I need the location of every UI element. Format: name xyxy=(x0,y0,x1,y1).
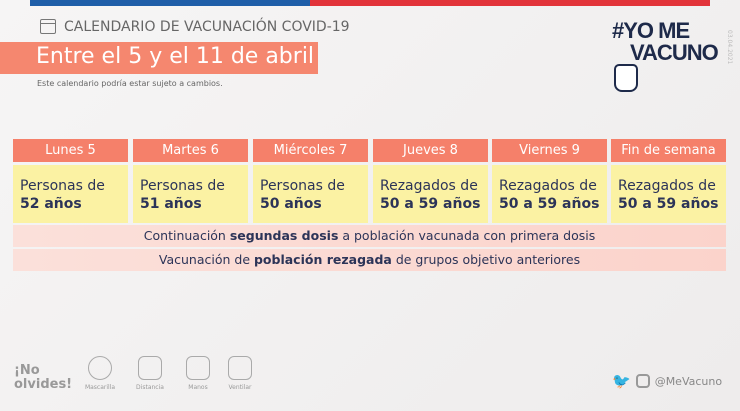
day-header: Jueves 8 xyxy=(373,139,488,162)
day-cell: Rezagados de 50 a 59 años xyxy=(492,165,607,223)
day-cell: Personas de 51 años xyxy=(133,165,248,223)
reminder-distance: Distancia xyxy=(130,356,170,391)
reminder-label: Distancia xyxy=(136,384,164,391)
cell-line: Personas de xyxy=(140,178,225,194)
yo-me-vacuno-logo: #YO ME VACUNO xyxy=(612,20,719,92)
reminder-hands: Manos xyxy=(178,356,218,391)
mask-icon xyxy=(88,356,112,380)
reminder-ventilate: Ventilar xyxy=(220,356,260,391)
date-stamp: 03.04.2021 xyxy=(726,30,733,65)
reminder-mask: Mascarilla xyxy=(80,356,120,391)
hands-icon xyxy=(186,356,210,380)
cell-line: Rezagados de xyxy=(380,178,478,194)
day-header: Viernes 9 xyxy=(492,139,607,162)
cell-age: 51 años xyxy=(140,196,202,212)
row-text: Vacunación de xyxy=(158,252,254,267)
twitter-icon[interactable]: 🐦 xyxy=(612,372,631,390)
day-header: Lunes 5 xyxy=(13,139,128,162)
social-handles: 🐦 @MeVacuno xyxy=(612,372,722,390)
cell-line: Rezagados de xyxy=(618,178,716,194)
cell-line: Rezagados de xyxy=(499,178,597,194)
reminder-label: Manos xyxy=(188,384,208,391)
window-icon xyxy=(228,356,252,380)
cell-age: 50 a 59 años xyxy=(380,196,481,212)
page-title: CALENDARIO DE VACUNACIÓN COVID-19 xyxy=(64,19,350,35)
reminder-line: ¡No xyxy=(14,363,40,378)
day-cell: Personas de 50 años xyxy=(253,165,368,223)
cell-age: 52 años xyxy=(20,196,82,212)
row-text: de grupos objetivo anteriores xyxy=(391,252,581,267)
day-header: Martes 6 xyxy=(133,139,248,162)
row-text: a población vacunada con primera dosis xyxy=(338,228,596,243)
hand-icon xyxy=(614,64,638,92)
instagram-icon[interactable] xyxy=(635,374,650,388)
cell-age: 50 años xyxy=(260,196,322,212)
day-cell: Personas de 52 años xyxy=(13,165,128,223)
date-range-banner: Entre el 5 y el 11 de abril xyxy=(0,42,318,74)
distance-icon xyxy=(138,356,162,380)
reminder-heading: ¡No olvides! xyxy=(14,364,72,392)
top-bar-red xyxy=(310,0,710,6)
cell-line: Personas de xyxy=(20,178,105,194)
reminder-line: olvides! xyxy=(14,377,73,392)
disclaimer: Este calendario podría estar sujeto a ca… xyxy=(37,79,223,88)
day-cell: Rezagados de 50 a 59 años xyxy=(373,165,488,223)
second-dose-row: Continuación segundas dosis a población … xyxy=(13,225,726,247)
top-bar-blue xyxy=(30,0,310,6)
date-range: Entre el 5 y el 11 de abril xyxy=(36,44,315,69)
day-header: Fin de semana xyxy=(611,139,726,162)
day-header: Miércoles 7 xyxy=(253,139,368,162)
row-text: Continuación xyxy=(143,228,230,243)
row-bold: segundas dosis xyxy=(229,228,339,243)
row-bold: población rezagada xyxy=(253,252,392,267)
reminder-label: Ventilar xyxy=(228,384,252,391)
social-handle[interactable]: @MeVacuno xyxy=(654,374,723,388)
cell-line: Personas de xyxy=(260,178,345,194)
lagging-population-row: Vacunación de población rezagada de grup… xyxy=(13,249,726,271)
cell-age: 50 a 59 años xyxy=(618,196,719,212)
day-cell: Rezagados de 50 a 59 años xyxy=(611,165,726,223)
reminder-label: Mascarilla xyxy=(84,384,116,391)
calendar-icon xyxy=(40,19,56,34)
cell-age: 50 a 59 años xyxy=(499,196,600,212)
